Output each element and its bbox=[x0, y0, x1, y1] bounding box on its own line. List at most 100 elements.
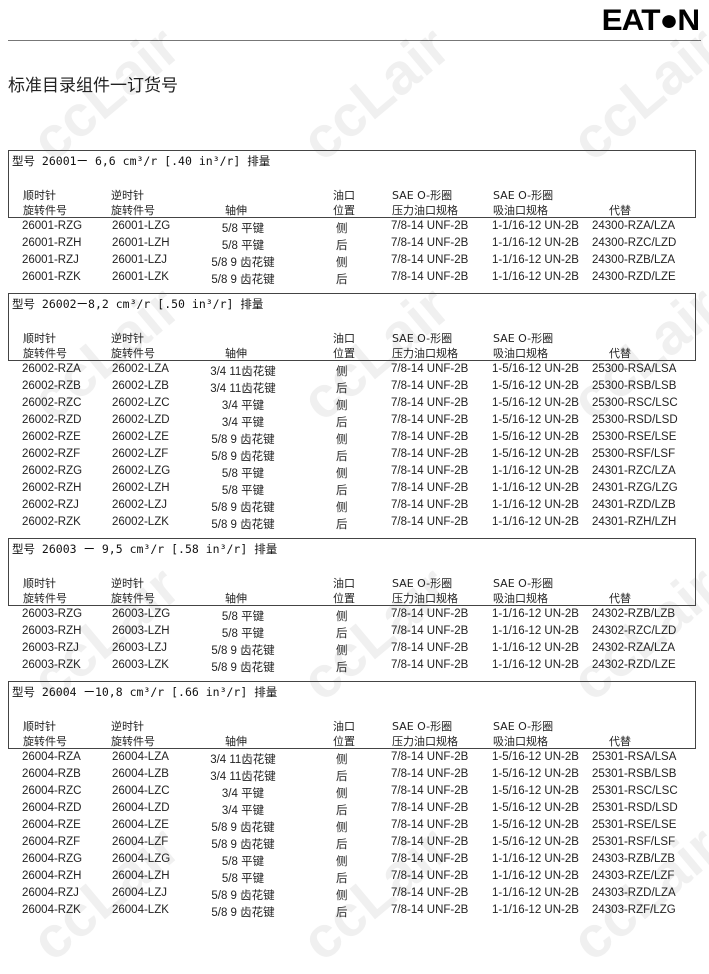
column-header-shaft: 轴伸 bbox=[225, 347, 247, 360]
page-title: 标准目录组件一订货号 bbox=[8, 76, 178, 96]
section-header-box: 型号 26004 ー10,8 cm³/r [.66 in³/r] 排量 顺时针 旋转… bbox=[8, 681, 696, 749]
column-header-cw: 顺时针 旋转件号 bbox=[23, 720, 67, 748]
cell: 24303-RZD/LZA bbox=[592, 887, 676, 899]
cell: 26003-RZG bbox=[22, 608, 83, 620]
table-row: 26003-RZK 26003-LZK 5/8 9 齿花键 后 7/8-14 UNF-2… bbox=[8, 657, 696, 674]
column-header-port: 油口 位置 bbox=[333, 332, 355, 360]
table-row: 26004-RZJ 26004-LZJ 5/8 9 齿花键 侧 7/8-14 UNF-2… bbox=[8, 885, 696, 902]
cell: 1-1/16-12 UN-2B bbox=[492, 625, 579, 637]
cell: 26002-RZA bbox=[22, 363, 81, 375]
cell: 26004-RZH bbox=[22, 870, 82, 882]
column-header-ccw: 逆时针 旋转件号 bbox=[111, 332, 155, 360]
cell: 后 bbox=[336, 274, 348, 286]
cell: 1-1/16-12 UN-2B bbox=[492, 499, 579, 511]
column-header-replaces: 代替 bbox=[609, 735, 631, 748]
cell: 26004-RZB bbox=[22, 768, 81, 780]
cell: 25300-RSE/LSE bbox=[592, 431, 677, 443]
cell: 24303-RZB/LZB bbox=[592, 853, 676, 865]
cell: 5/8 平键 bbox=[221, 611, 265, 623]
table-row: 26001-RZJ 26001-LZJ 5/8 9 齿花键 侧 7/8-14 UNF-2… bbox=[8, 252, 696, 269]
cell: 25300-RSF/LSF bbox=[592, 448, 676, 460]
column-header-suction: SAE O-形圈 吸油口规格 bbox=[493, 577, 554, 605]
column-header-ccw: 逆时针 旋转件号 bbox=[111, 189, 155, 217]
cell: 1-1/16-12 UN-2B bbox=[492, 608, 579, 620]
cell: 26004-RZJ bbox=[22, 887, 79, 899]
cell: 26001-RZJ bbox=[22, 254, 79, 266]
cell: 5/8 9 齿花键 bbox=[211, 839, 275, 851]
cell: 26002-LZB bbox=[112, 380, 169, 392]
cell: 24300-RZD/LZE bbox=[592, 271, 676, 283]
column-header-replaces: 代替 bbox=[609, 204, 631, 217]
cell: 侧 bbox=[336, 400, 348, 412]
cell: 26002-LZA bbox=[112, 363, 169, 375]
section-title: 型号 26001ー 6,6 cm³/r [.40 in³/r] 排量 bbox=[12, 154, 271, 168]
cell: 7/8-14 UNF-2B bbox=[391, 271, 469, 283]
cell: 5/8 9 齿花键 bbox=[211, 274, 275, 286]
model-section: 型号 26003 ー 9,5 cm³/r [.58 in³/r] 排量 顺时针 旋转… bbox=[8, 538, 696, 674]
cell: 侧 bbox=[336, 468, 348, 480]
cell: 1-1/16-12 UN-2B bbox=[492, 271, 579, 283]
cell: 5/8 9 齿花键 bbox=[211, 662, 275, 674]
cell: 7/8-14 UNF-2B bbox=[391, 465, 469, 477]
cell: 5/8 平键 bbox=[221, 240, 265, 252]
cell: 5/8 9 齿花键 bbox=[211, 434, 275, 446]
cell: 1-5/16-12 UN-2B bbox=[492, 397, 579, 409]
cell: 26004-RZF bbox=[22, 836, 81, 848]
cell: 25301-RSB/LSB bbox=[592, 768, 677, 780]
section-header-box: 型号 26001ー 6,6 cm³/r [.40 in³/r] 排量 顺时针 旋转件… bbox=[8, 150, 696, 218]
cell: 26004-LZE bbox=[112, 819, 169, 831]
cell: 3/4 平键 bbox=[221, 805, 265, 817]
cell: 24303-RZF/LZG bbox=[592, 904, 676, 916]
column-header-replaces: 代替 bbox=[609, 347, 631, 360]
cell: 26002-RZD bbox=[22, 414, 82, 426]
cell: 1-1/16-12 UN-2B bbox=[492, 853, 579, 865]
cell: 侧 bbox=[336, 434, 348, 446]
cell: 24302-RZA/LZA bbox=[592, 642, 676, 654]
cell: 5/8 9 齿花键 bbox=[211, 907, 275, 919]
cell: 1-5/16-12 UN-2B bbox=[492, 380, 579, 392]
cell: 侧 bbox=[336, 611, 348, 623]
column-header-ccw: 逆时针 旋转件号 bbox=[111, 720, 155, 748]
cell: 25301-RSA/LSA bbox=[592, 751, 677, 763]
column-header-pressure: SAE O-形圈 压力油口规格 bbox=[392, 189, 458, 217]
column-header-shaft: 轴伸 bbox=[225, 735, 247, 748]
cell: 侧 bbox=[336, 257, 348, 269]
cell: 7/8-14 UNF-2B bbox=[391, 819, 469, 831]
cell: 5/8 平键 bbox=[221, 628, 265, 640]
cell: 7/8-14 UNF-2B bbox=[391, 625, 469, 637]
cell: 侧 bbox=[336, 223, 348, 235]
column-header-pressure: SAE O-形圈 压力油口规格 bbox=[392, 577, 458, 605]
cell: 1-1/16-12 UN-2B bbox=[492, 220, 579, 232]
table-row: 26002-RZK 26002-LZK 5/8 9 齿花键 后 7/8-14 UNF-2… bbox=[8, 514, 696, 531]
cell: 24300-RZA/LZA bbox=[592, 220, 676, 232]
table-row: 26002-RZH 26002-LZH 5/8 平键 后 7/8-14 UNF-2B 1-… bbox=[8, 480, 696, 497]
table-row: 26003-RZH 26003-LZH 5/8 平键 后 7/8-14 UNF-2B 1-… bbox=[8, 623, 696, 640]
cell: 7/8-14 UNF-2B bbox=[391, 887, 469, 899]
cell: 7/8-14 UNF-2B bbox=[391, 853, 469, 865]
cell: 26004-LZB bbox=[112, 768, 169, 780]
cell: 7/8-14 UNF-2B bbox=[391, 254, 469, 266]
ordering-tables: 型号 26001ー 6,6 cm³/r [.40 in³/r] 排量顺时针 旋转件… bbox=[8, 150, 696, 926]
cell: 26002-LZD bbox=[112, 414, 170, 426]
cell: 26004-LZC bbox=[112, 785, 170, 797]
cell: 1-5/16-12 UN-2B bbox=[492, 802, 579, 814]
cell: 3/4 平键 bbox=[221, 417, 265, 429]
table-row: 26002-RZB 26002-LZB 3/4 11齿花键 后 7/8-14 UNF-2… bbox=[8, 378, 696, 395]
cell: 26002-LZE bbox=[112, 431, 169, 443]
table-row: 26001-RZH 26001-LZH 5/8 平键 后 7/8-14 UNF-2B 1-… bbox=[8, 235, 696, 252]
cell: 26004-RZA bbox=[22, 751, 81, 763]
column-header-pressure: SAE O-形圈 压力油口规格 bbox=[392, 720, 458, 748]
table-row: 26004-RZB 26004-LZB 3/4 11齿花键 后 7/8-14 UNF-2… bbox=[8, 766, 696, 783]
cell: 后 bbox=[336, 240, 348, 252]
cell: 5/8 9 齿花键 bbox=[211, 645, 275, 657]
cell: 26001-RZG bbox=[22, 220, 83, 232]
column-header-cw: 顺时针 旋转件号 bbox=[23, 577, 67, 605]
cell: 26004-RZC bbox=[22, 785, 82, 797]
cell: 26004-RZD bbox=[22, 802, 82, 814]
cell: 26002-RZJ bbox=[22, 499, 79, 511]
cell: 26003-RZK bbox=[22, 659, 81, 671]
cell: 7/8-14 UNF-2B bbox=[391, 751, 469, 763]
table-row: 26003-RZG 26003-LZG 5/8 平键 侧 7/8-14 UNF-2B 1-… bbox=[8, 606, 696, 623]
table-row: 26004-RZH 26004-LZH 5/8 平键 后 7/8-14 UNF-2B 1-… bbox=[8, 868, 696, 885]
cell: 26003-LZJ bbox=[112, 642, 167, 654]
